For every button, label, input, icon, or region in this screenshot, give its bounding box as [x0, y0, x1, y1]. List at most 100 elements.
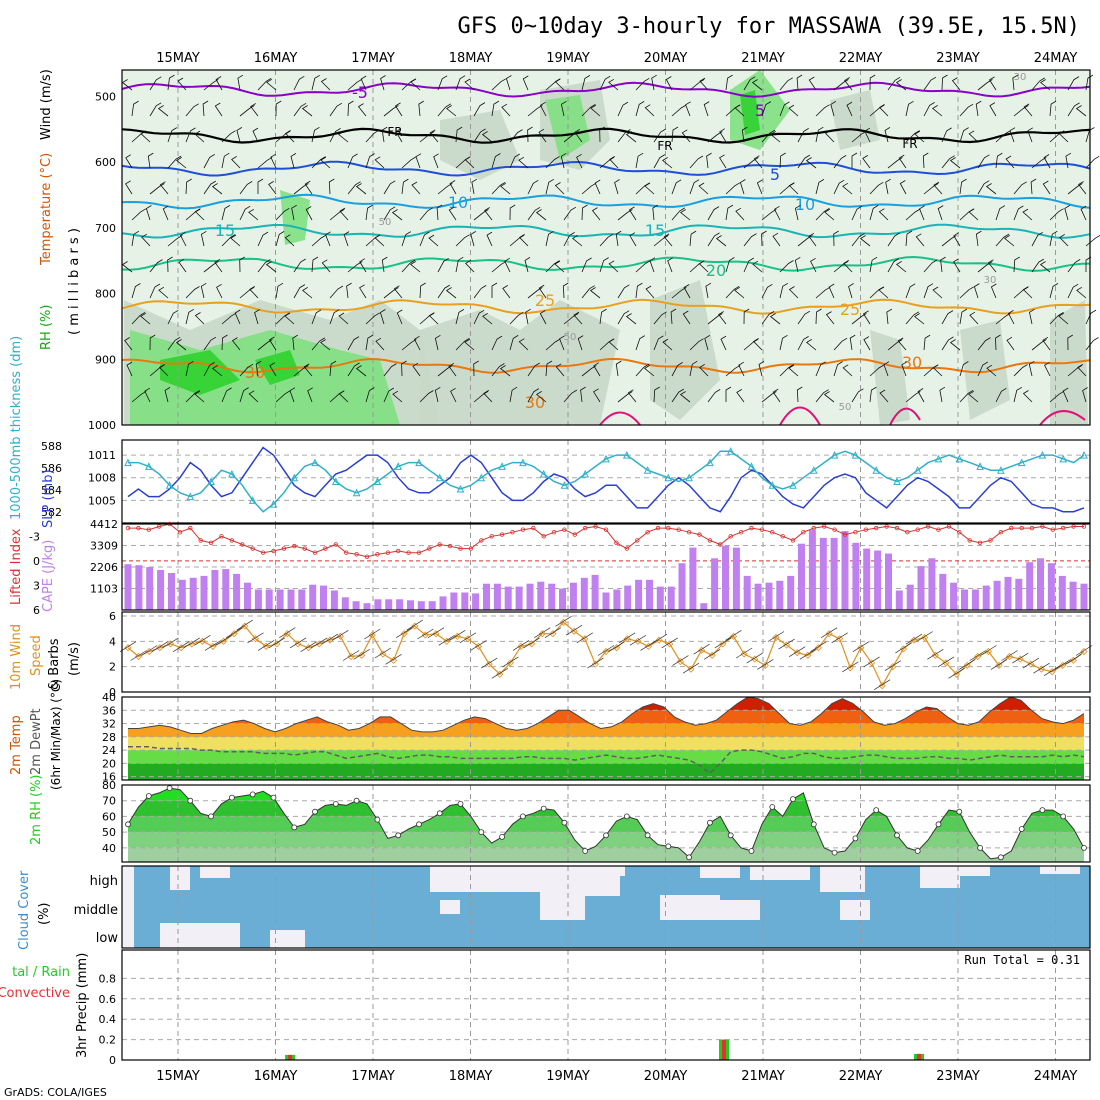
wind-barb [617, 391, 633, 403]
wind-barb [151, 641, 169, 652]
wind-barb [502, 285, 511, 299]
slp-line [127, 446, 1085, 513]
wind-barb [284, 130, 295, 143]
isotherm-label: 25 [840, 300, 860, 319]
wind-barb [988, 76, 997, 91]
wind-barb [1012, 74, 1019, 91]
wind-barb [969, 311, 979, 325]
wind-speed-point [793, 649, 801, 657]
wind-barb [126, 361, 133, 377]
wind-barb [1044, 361, 1051, 377]
lifted-point [125, 525, 131, 531]
wind-barb [815, 286, 831, 299]
wind-speed-point [814, 644, 822, 652]
thickness-point [1059, 454, 1068, 463]
wind-barb [446, 105, 457, 117]
wind-barb [667, 257, 673, 273]
wind-barb [411, 181, 421, 195]
wind-barb [509, 153, 521, 169]
wind-barb [629, 635, 647, 646]
wind-barb [1067, 364, 1083, 377]
wind-barb [328, 178, 335, 195]
wind-barb [437, 103, 452, 117]
panel-frame [121, 696, 1091, 781]
wind-barb [157, 105, 169, 117]
cape-bar [982, 585, 990, 610]
precip-convective-bar [917, 1053, 921, 1060]
wind-barb [923, 76, 937, 91]
wind-speed-point [156, 644, 164, 652]
wind-barb [311, 337, 326, 351]
wind-barb [149, 334, 156, 351]
wind-barb [249, 285, 259, 299]
wind-barb [608, 641, 625, 652]
cape-bar [798, 543, 805, 610]
thickness-point [976, 462, 984, 470]
lifted-point [562, 527, 567, 532]
wind-barb [617, 129, 631, 143]
wind-barb [820, 627, 838, 638]
wind-barb [1013, 181, 1027, 195]
wind-barb [380, 75, 386, 91]
wind-barb [672, 655, 689, 666]
rh-tick-label: 80 [102, 779, 116, 792]
thickness-point [768, 481, 777, 489]
wind-barb [805, 157, 817, 169]
wind-barb [203, 154, 215, 169]
wind-barb [374, 647, 392, 659]
cape-bar [1037, 558, 1044, 610]
wind-barb [932, 364, 943, 377]
wind-barb [221, 334, 228, 351]
wind-barb [364, 628, 381, 640]
wind-barb [406, 619, 423, 631]
wind-barb [652, 204, 659, 221]
cape-bar [722, 545, 729, 610]
wind-barb [329, 309, 340, 325]
cape-bar [743, 575, 751, 610]
wind-barb [617, 101, 629, 117]
thickness-tick-label: 586 [41, 462, 62, 475]
cape-bar [1080, 583, 1088, 610]
wind-barb [770, 131, 781, 143]
temp-band [128, 723, 1084, 737]
cape-bar [341, 597, 349, 610]
wind-barb [124, 337, 133, 351]
wind-barb [1022, 390, 1033, 403]
cape-tick-label: 3309 [90, 540, 118, 553]
wind-barb [1028, 360, 1035, 377]
wind-speed-point [889, 663, 897, 671]
wind-barb [751, 79, 763, 91]
wind-barb [933, 181, 943, 195]
rh-point [249, 791, 256, 798]
wind-barb [200, 282, 207, 299]
rh-point [769, 804, 776, 810]
wind-speed-point [729, 632, 738, 640]
wind-barb [527, 388, 540, 403]
wind-speed-point [772, 633, 780, 642]
cape-bar [971, 589, 979, 610]
wind-barb [448, 206, 457, 221]
wind-barb [130, 650, 147, 661]
wind-barb [653, 335, 664, 351]
wind-barb [1013, 256, 1020, 273]
wind-barb [527, 126, 533, 143]
cape-bar [1069, 581, 1077, 610]
lifted-point [863, 527, 868, 532]
thickness-point [685, 473, 693, 482]
wind-barb [842, 661, 859, 673]
lifted-point [188, 525, 193, 531]
cape-bar [711, 558, 719, 610]
wind-barb [849, 334, 856, 351]
wind-barb [392, 390, 403, 403]
cape-bar [428, 601, 436, 610]
wind-barb [896, 261, 907, 273]
wind-barb [455, 126, 463, 143]
lifted-point [136, 525, 141, 531]
wind-barb [1067, 76, 1080, 91]
thickness-point [809, 466, 818, 474]
wind-barb [923, 102, 935, 117]
wind-barb [995, 152, 1003, 169]
wind-barb [419, 207, 433, 221]
lifted-point [583, 525, 588, 531]
wind-barb [1043, 154, 1051, 169]
